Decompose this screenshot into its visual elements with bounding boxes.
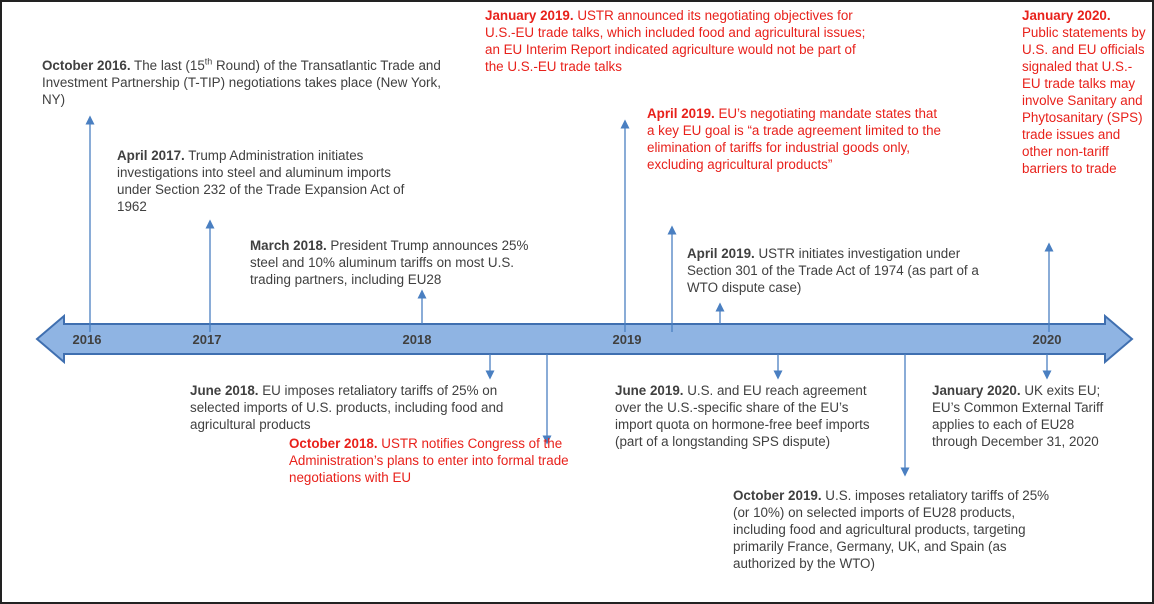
event: October 2018. USTR notifies Congress of … [289,435,624,486]
event-date: October 2019. [733,488,822,503]
year-label: 2017 [193,332,222,347]
event-date: March 2018. [250,238,327,253]
event: June 2018. EU imposes retaliatory tariff… [190,382,510,433]
year-label: 2016 [73,332,102,347]
event: October 2019. U.S. imposes retaliatory t… [733,487,1068,572]
event-date: October 2018. [289,436,378,451]
event: January 2020. Public statements by U.S. … [1022,7,1147,177]
event-text: U.S. and EU reach agreement over the U.S… [615,383,870,449]
event-text: USTR initiates investigation under Secti… [687,246,979,295]
event: April 2017. Trump Administration initiat… [117,147,407,215]
event-superscript: th [204,56,213,67]
event-text: UK exits EU; EU’s Common External Tariff… [932,383,1104,449]
event: January 2019. USTR announced its negotia… [485,7,870,75]
event-date: June 2019. [615,383,684,398]
year-label: 2018 [403,332,432,347]
event-date: January 2020. [1022,8,1111,23]
event-text: Trump Administration initiates investiga… [117,148,405,214]
year-label: 2020 [1033,332,1062,347]
event: March 2018. President Trump announces 25… [250,237,550,288]
event-date: January 2019. [485,8,574,23]
event-text: USTR notifies Congress of the Administra… [289,436,569,485]
event-date: April 2019. [647,106,715,121]
timeline-arrow [35,313,1134,365]
event-date: April 2017. [117,148,185,163]
event-text: Public statements by U.S. and EU officia… [1022,25,1146,176]
event: October 2016. The last (15th Round) of t… [42,57,442,108]
event-text: EU’s negotiating mandate states that a k… [647,106,941,172]
event: June 2019. U.S. and EU reach agreement o… [615,382,885,450]
event-date: January 2020. [932,383,1021,398]
event-text: Round) of the Transatlantic Trade and In… [42,58,441,107]
event-date: June 2018. [190,383,259,398]
event-date: April 2019. [687,246,755,261]
event-text: President Trump announces 25% steel and … [250,238,529,287]
event-text: The last (15 [130,58,205,73]
year-label: 2019 [613,332,642,347]
event-date: October 2016. [42,58,131,73]
event: January 2020. UK exits EU; EU’s Common E… [932,382,1122,450]
event-text: EU imposes retaliatory tariffs of 25% on… [190,383,504,432]
event: April 2019. USTR initiates investigation… [687,245,987,296]
event-text: U.S. imposes retaliatory tariffs of 25% … [733,488,1050,571]
event: April 2019. EU’s negotiating mandate sta… [647,105,942,173]
event-text: USTR announced its negotiating objective… [485,8,866,74]
